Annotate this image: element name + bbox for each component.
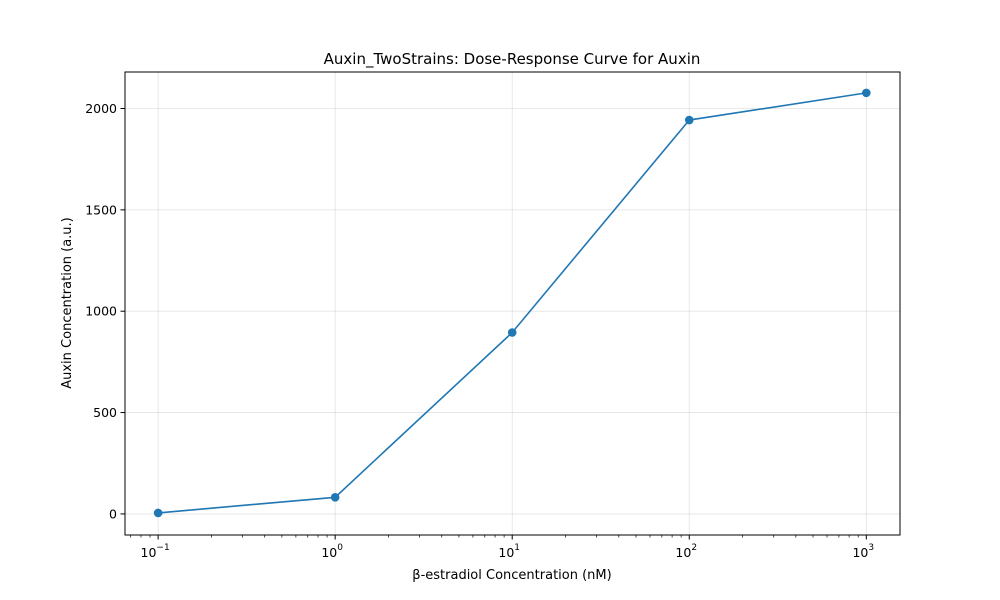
- series-layer: [153, 88, 871, 518]
- data-point: [684, 115, 694, 125]
- x-tick-label-exponent: 0: [337, 543, 343, 553]
- grid: [125, 72, 900, 535]
- x-tick-label-base: 10: [675, 545, 691, 560]
- data-point: [507, 328, 517, 337]
- y-tick-label: 1500: [85, 202, 117, 217]
- data-point: [862, 88, 871, 98]
- x-tick-label-exponent: 1: [514, 543, 520, 553]
- y-tick-label: 1000: [85, 304, 117, 319]
- x-tick-label-base: 10: [498, 545, 514, 560]
- x-tick-label-exponent: 2: [691, 543, 697, 553]
- plot-frame: [124, 71, 901, 536]
- x-tick-label-base: 10: [141, 545, 157, 560]
- y-axis-ticks: 0 500 1000 1500 2000: [85, 101, 125, 521]
- y-tick-label: 0: [109, 506, 117, 521]
- y-tick-label: 500: [93, 405, 117, 420]
- x-tick-label: 102: [675, 543, 697, 560]
- x-tick-label-base: 10: [321, 545, 337, 560]
- y-axis-label: Auxin Concentration (a.u.): [60, 217, 75, 389]
- chart-title: Auxin_TwoStrains: Dose-Response Curve fo…: [324, 50, 701, 69]
- x-tick-label: 10−1: [141, 543, 170, 560]
- x-tick-label: 101: [498, 543, 520, 560]
- data-point: [153, 508, 163, 518]
- x-tick-label-base: 10: [852, 545, 868, 560]
- data-point: [330, 492, 340, 502]
- x-axis-label: β-estradiol Concentration (nM): [412, 568, 611, 583]
- x-tick-label: 103: [852, 543, 874, 560]
- y-tick-label: 2000: [85, 101, 117, 116]
- x-tick-label: 100: [321, 543, 343, 560]
- x-tick-label-exponent: −1: [156, 543, 169, 553]
- x-axis-ticks: 10−1 100 101 102 103: [141, 535, 874, 560]
- x-tick-label-exponent: 3: [868, 543, 874, 553]
